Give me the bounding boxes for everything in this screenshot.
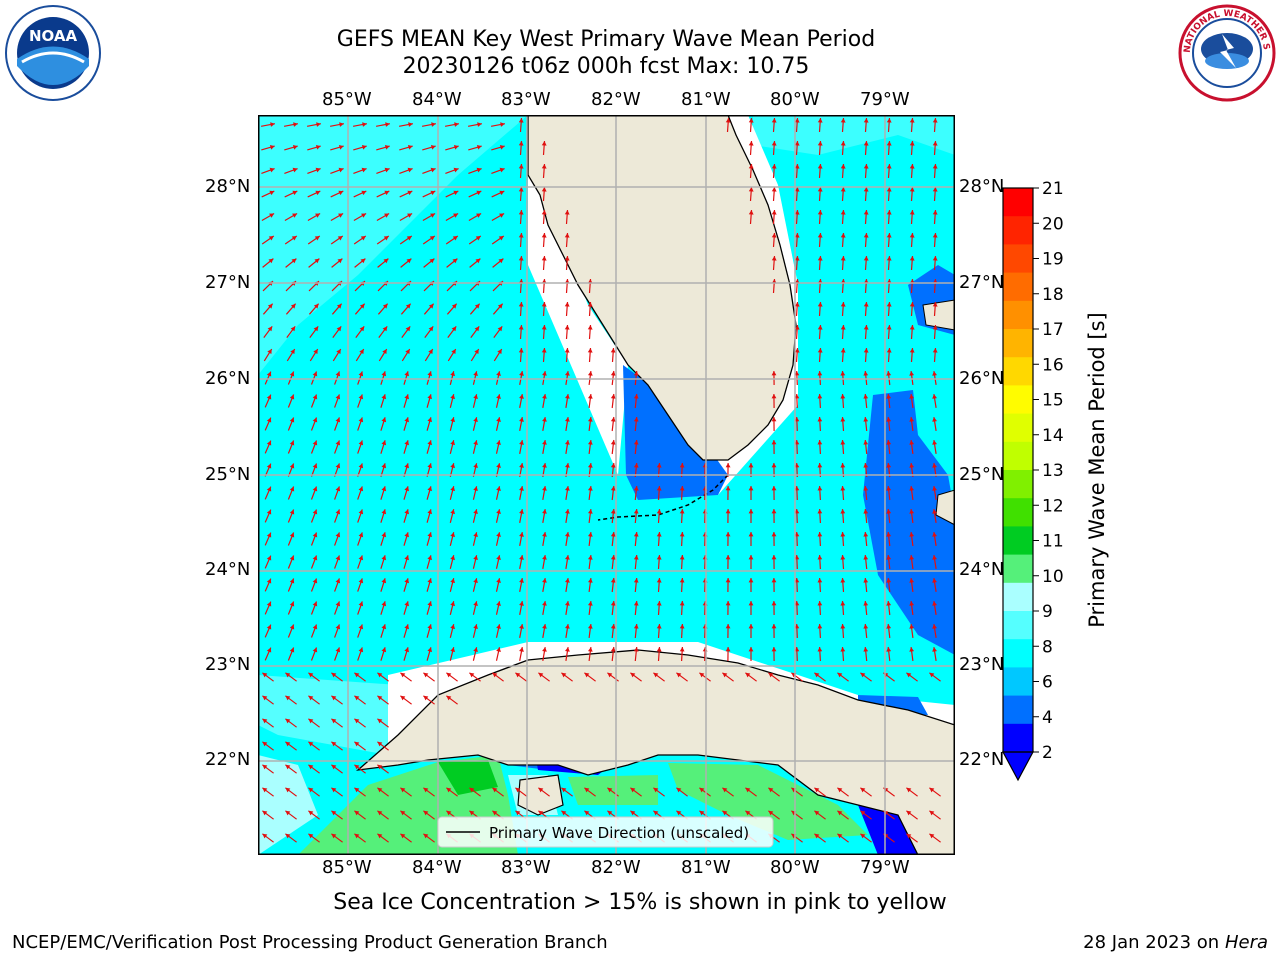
colorbar-tick-label: 19 [1042,250,1064,270]
lat-label-right: 23°N [959,654,1005,675]
lat-label-left: 25°N [205,464,251,485]
colorbar-segment [1003,639,1033,668]
lat-label-left: 23°N [205,654,251,675]
lat-label-left: 26°N [205,368,251,389]
lat-label-right: 28°N [959,176,1005,197]
lat-label-right: 26°N [959,368,1005,389]
lon-label-bottom: 84°W [412,857,462,878]
colorbar-segment [1003,695,1033,725]
colorbar-segment [1003,441,1033,471]
colorbar-tick-label: 13 [1042,461,1064,481]
lon-label-top: 82°W [591,89,641,110]
lon-label-bottom: 80°W [770,857,820,878]
lon-label-bottom: 82°W [591,857,641,878]
lon-label-top: 85°W [322,89,372,110]
footer-date: 28 Jan 2023 on [1083,932,1225,953]
colorbar-tick-label: 14 [1042,426,1064,446]
colorbar-tick-label: 21 [1042,180,1064,199]
colorbar-tick-label: 17 [1042,320,1064,340]
chart-subtitle: 20230126 t06z 000h fcst Max: 10.75 [402,54,810,79]
chart-title: GEFS MEAN Key West Primary Wave Mean Per… [336,27,876,52]
colorbar-segment [1003,413,1033,443]
lat-label-left: 28°N [205,176,251,197]
colorbar-segment [1003,498,1033,527]
nws-logo: NATIONAL WEATHER SERVICE [1176,4,1276,102]
svg-text:NOAA: NOAA [29,27,78,45]
lat-label-left: 27°N [205,272,251,293]
colorbar-tick-label: 11 [1042,532,1064,552]
lon-label-bottom: 81°W [681,857,731,878]
colorbar-tick-label: 8 [1042,637,1053,657]
colorbar-tick-label: 15 [1042,391,1064,411]
lon-label-top: 84°W [412,89,462,110]
lat-label-right: 22°N [959,749,1005,770]
colorbar-tick-label: 2 [1042,743,1053,763]
noaa-logo: NOAA [5,5,101,101]
colorbar-tick-label: 16 [1042,355,1064,375]
colorbar-segment [1003,554,1033,584]
lon-label-bottom: 85°W [322,857,372,878]
lon-label-top: 83°W [501,89,551,110]
footer-host: Hera [1224,932,1268,953]
lat-label-left: 24°N [205,559,251,580]
legend-label: Primary Wave Direction (unscaled) [489,824,749,842]
colorbar-segment [1003,329,1033,358]
colorbar-segment [1003,723,1033,753]
colorbar-segment [1003,216,1033,245]
lat-label-right: 25°N [959,464,1005,485]
colorbar-segment [1003,385,1033,415]
lat-label-left: 22°N [205,749,251,770]
colorbar-segment [1003,526,1033,556]
caption: Sea Ice Concentration > 15% is shown in … [333,890,947,915]
lat-label-right: 27°N [959,272,1005,293]
lon-label-top: 80°W [770,89,820,110]
colorbar-segment [1003,272,1033,302]
colorbar-segment [1003,667,1033,697]
footer-left: NCEP/EMC/Verification Post Processing Pr… [12,932,608,953]
colorbar-tick-label: 18 [1042,285,1064,305]
lat-label-right: 24°N [959,559,1005,580]
colorbar-segment [1003,300,1033,330]
lon-label-top: 81°W [681,89,731,110]
colorbar-segment [1003,582,1033,612]
legend-box: Primary Wave Direction (unscaled) [437,816,774,848]
colorbar-tick-label: 6 [1042,673,1053,693]
colorbar-tick-label: 10 [1042,567,1064,587]
colorbar-tick-label: 4 [1042,708,1053,728]
lon-label-top: 79°W [860,89,910,110]
colorbar-segment [1003,357,1033,386]
colorbar-tick-label: 12 [1042,496,1064,516]
colorbar-tick-label: 20 [1042,214,1064,234]
colorbar-label: Primary Wave Mean Period [s] [1085,312,1109,628]
lon-label-bottom: 83°W [501,857,551,878]
colorbar-segment [1003,244,1033,274]
colorbar-tick-label: 9 [1042,602,1053,622]
colorbar-segment [1003,611,1033,640]
footer-right: 28 Jan 2023 on Hera [1083,932,1268,953]
colorbar-segment [1003,470,1033,499]
colorbar-segment [1003,188,1033,217]
map-panel: Primary Wave Direction (unscaled) [258,115,955,855]
lon-label-bottom: 79°W [860,857,910,878]
colorbar: 21 20 19 18 17 16 15 14 13 12 11 10 9 8 6 4 2 [1001,180,1064,782]
